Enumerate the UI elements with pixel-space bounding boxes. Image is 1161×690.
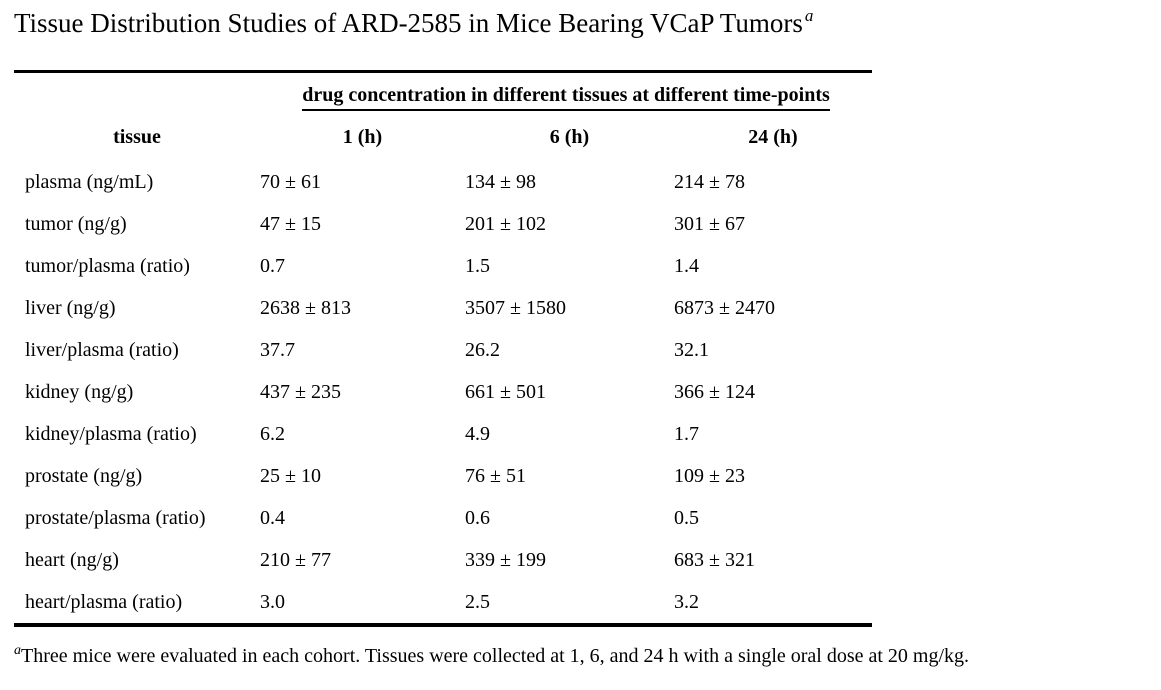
tissue-cell: tumor (ng/g) — [25, 212, 127, 235]
value-cell-6h: 661 ± 501 — [465, 380, 546, 403]
value-cell-24h: 32.1 — [674, 338, 709, 361]
table-row-kidney-plasma-ratio: kidney/plasma (ratio) 6.2 4.9 1.7 — [14, 413, 872, 455]
table-title-text: Tissue Distribution Studies of ARD-2585 … — [14, 8, 803, 38]
footnote-marker: a — [14, 643, 21, 658]
value-cell-6h: 2.5 — [465, 590, 490, 613]
tissue-cell: tumor/plasma (ratio) — [25, 254, 190, 277]
value-cell-1h: 37.7 — [260, 338, 295, 361]
tissue-cell: heart/plasma (ratio) — [25, 590, 183, 613]
value-cell-1h: 437 ± 235 — [260, 380, 341, 403]
tissue-cell: heart (ng/g) — [25, 548, 119, 571]
table-row-liver: liver (ng/g) 2638 ± 813 3507 ± 1580 6873… — [14, 287, 872, 329]
value-cell-24h: 1.7 — [674, 422, 699, 445]
value-cell-1h: 3.0 — [260, 590, 285, 613]
value-cell-24h: 301 ± 67 — [674, 212, 745, 235]
column-header-6h: 6 (h) — [549, 125, 590, 148]
column-header-row: tissue 1 (h) 6 (h) 24 (h) — [14, 113, 872, 161]
tissue-cell: plasma (ng/mL) — [25, 170, 154, 193]
column-header-24h: 24 (h) — [748, 125, 798, 148]
table-row-plasma: plasma (ng/mL) 70 ± 61 134 ± 98 214 ± 78 — [14, 161, 872, 203]
table-row-prostate-plasma-ratio: prostate/plasma (ratio) 0.4 0.6 0.5 — [14, 497, 872, 539]
value-cell-1h: 0.4 — [260, 506, 285, 529]
value-cell-6h: 26.2 — [465, 338, 500, 361]
value-cell-6h: 201 ± 102 — [465, 212, 546, 235]
value-cell-24h: 6873 ± 2470 — [674, 296, 775, 319]
value-cell-6h: 134 ± 98 — [465, 170, 536, 193]
value-cell-6h: 339 ± 199 — [465, 548, 546, 571]
title-footnote-marker: a — [804, 6, 814, 25]
tissue-cell: liver (ng/g) — [25, 296, 116, 319]
table-bottom-rule — [14, 623, 872, 627]
span-header-cell: drug concentration in different tissues … — [260, 84, 872, 113]
value-cell-24h: 683 ± 321 — [674, 548, 755, 571]
value-cell-6h: 3507 ± 1580 — [465, 296, 566, 319]
tissue-cell: kidney/plasma (ratio) — [25, 422, 197, 445]
value-cell-24h: 109 ± 23 — [674, 464, 745, 487]
table-row-tumor: tumor (ng/g) 47 ± 15 201 ± 102 301 ± 67 — [14, 203, 872, 245]
table-row-heart-plasma-ratio: heart/plasma (ratio) 3.0 2.5 3.2 — [14, 581, 872, 623]
value-cell-1h: 25 ± 10 — [260, 464, 321, 487]
value-cell-24h: 214 ± 78 — [674, 170, 745, 193]
tissue-cell: liver/plasma (ratio) — [25, 338, 179, 361]
value-cell-24h: 366 ± 124 — [674, 380, 755, 403]
footnote-text: Three mice were evaluated in each cohort… — [21, 645, 970, 667]
column-header-tissue: tissue — [113, 125, 161, 148]
table-row-liver-plasma-ratio: liver/plasma (ratio) 37.7 26.2 32.1 — [14, 329, 872, 371]
value-cell-6h: 76 ± 51 — [465, 464, 526, 487]
value-cell-6h: 0.6 — [465, 506, 490, 529]
table-row-tumor-plasma-ratio: tumor/plasma (ratio) 0.7 1.5 1.4 — [14, 245, 872, 287]
column-header-1h: 1 (h) — [342, 125, 383, 148]
table-row-prostate: prostate (ng/g) 25 ± 10 76 ± 51 109 ± 23 — [14, 455, 872, 497]
value-cell-1h: 2638 ± 813 — [260, 296, 351, 319]
value-cell-1h: 70 ± 61 — [260, 170, 321, 193]
tissue-cell: prostate (ng/g) — [25, 464, 143, 487]
tissue-cell: prostate/plasma (ratio) — [25, 506, 206, 529]
table-row-heart: heart (ng/g) 210 ± 77 339 ± 199 683 ± 32… — [14, 539, 872, 581]
value-cell-1h: 0.7 — [260, 254, 285, 277]
tissue-cell: kidney (ng/g) — [25, 380, 134, 403]
value-cell-1h: 210 ± 77 — [260, 548, 331, 571]
table-row-kidney: kidney (ng/g) 437 ± 235 661 ± 501 366 ± … — [14, 371, 872, 413]
value-cell-24h: 0.5 — [674, 506, 699, 529]
value-cell-1h: 47 ± 15 — [260, 212, 321, 235]
value-cell-6h: 1.5 — [465, 254, 490, 277]
table-title: Tissue Distribution Studies of ARD-2585 … — [14, 6, 813, 44]
value-cell-24h: 1.4 — [674, 254, 699, 277]
tissue-distribution-table: drug concentration in different tissues … — [14, 70, 872, 627]
value-cell-1h: 6.2 — [260, 422, 285, 445]
table-footnote: aThree mice were evaluated in each cohor… — [14, 643, 970, 668]
span-header-label: drug concentration in different tissues … — [302, 84, 830, 111]
value-cell-6h: 4.9 — [465, 422, 490, 445]
table-top-rule — [14, 70, 872, 73]
value-cell-24h: 3.2 — [674, 590, 699, 613]
span-header-row: drug concentration in different tissues … — [14, 73, 872, 113]
